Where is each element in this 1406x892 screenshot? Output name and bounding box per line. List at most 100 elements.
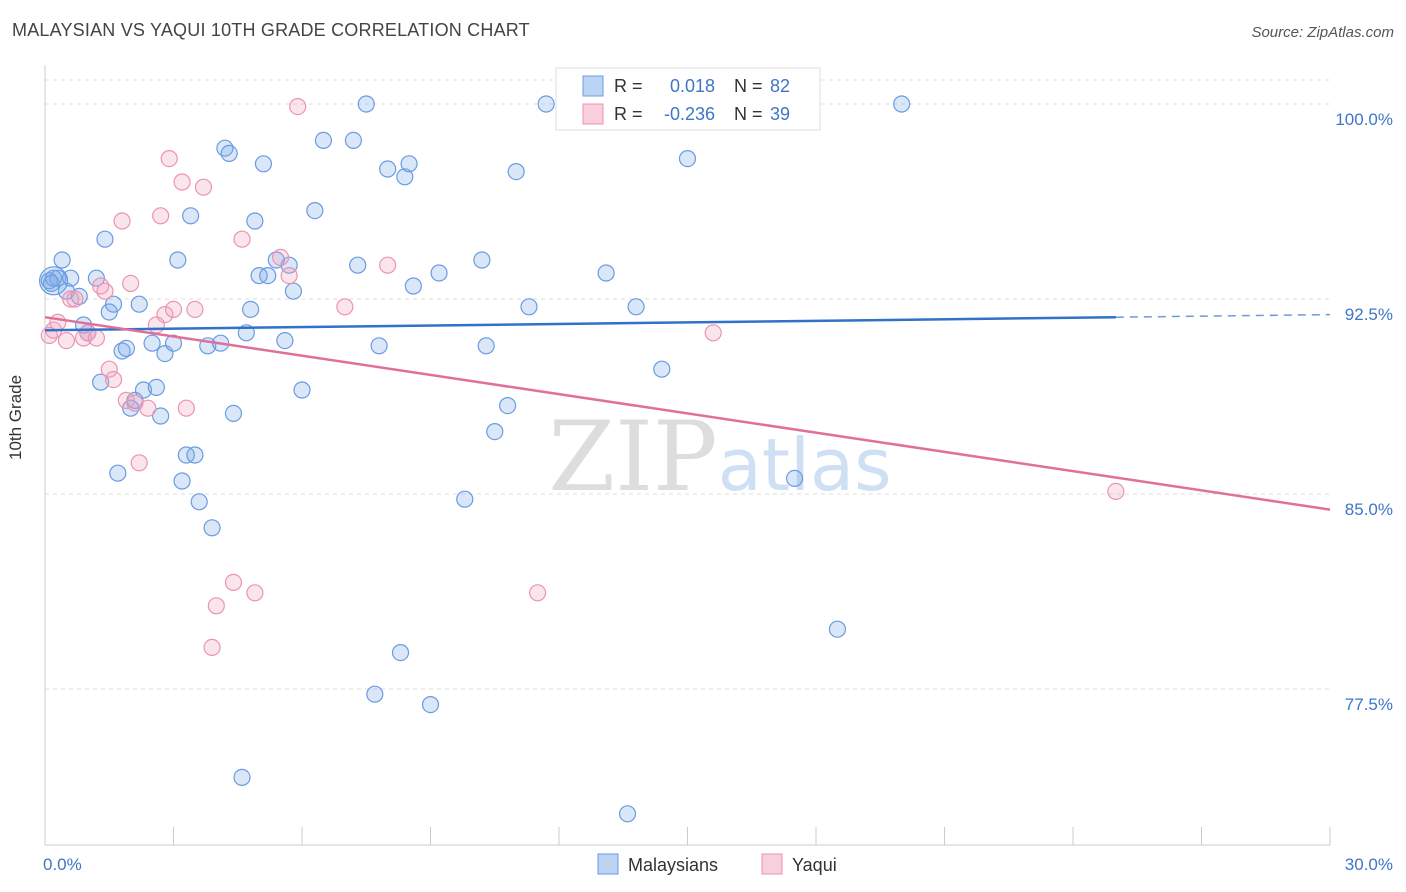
malaysians-point <box>293 381 311 399</box>
malaysians-point <box>53 251 71 269</box>
malaysians-point <box>314 131 333 149</box>
legend-malaysians-label: Malaysians <box>628 855 718 875</box>
malaysians-point <box>400 155 418 173</box>
yaqui-point <box>203 638 221 657</box>
malaysians-point <box>130 295 148 313</box>
malaysians-point <box>147 378 165 396</box>
yaqui-point <box>126 394 144 412</box>
yaqui-point <box>173 173 191 191</box>
n-value: 82 <box>770 76 790 96</box>
yaqui-point <box>177 399 195 417</box>
yaqui-point <box>164 300 183 318</box>
malaysians-trend-extension <box>1115 313 1331 318</box>
malaysians-point <box>152 407 170 425</box>
yaqui-point <box>49 313 67 331</box>
malaysians-point <box>379 160 397 178</box>
malaysians-point <box>254 155 273 173</box>
yaqui-point <box>336 298 354 316</box>
bottom-legend: Malaysians Yaqui <box>597 853 837 875</box>
yaqui-point <box>62 290 80 308</box>
yaqui-point <box>139 399 157 417</box>
malaysians-point <box>477 337 495 355</box>
yaqui-point <box>96 282 114 300</box>
stats-legend: R = 0.018 N = 82 R = -0.236 N = 39 <box>555 67 821 131</box>
n-label: N = <box>734 76 763 96</box>
malaysians-point <box>233 768 251 787</box>
x-tick-label: 0.0% <box>43 855 82 874</box>
malaysians-point <box>104 295 123 313</box>
yaqui-point <box>1107 482 1125 500</box>
yaqui-point <box>233 230 251 248</box>
malaysians-point <box>828 620 847 638</box>
malaysians-point <box>190 493 208 511</box>
malaysians-point <box>344 131 362 149</box>
malaysians-point <box>186 446 204 464</box>
yaqui-point <box>87 329 106 347</box>
chart-title: MALAYSIAN VS YAQUI 10TH GRADE CORRELATIO… <box>12 20 530 40</box>
malaysians-point <box>173 472 191 490</box>
yaqui-point <box>528 584 547 602</box>
malaysians-point <box>284 282 303 300</box>
malaysians-point <box>182 207 200 225</box>
malaysians-point <box>220 144 238 162</box>
malaysians-point <box>87 269 106 287</box>
yaqui-point <box>113 212 131 230</box>
malaysians-point <box>100 303 118 321</box>
yaqui-point <box>160 150 178 168</box>
malaysians-point <box>143 334 161 352</box>
malaysians-point <box>520 298 538 316</box>
yaqui-point <box>280 267 298 285</box>
malaysians-point <box>224 404 243 422</box>
yaqui-point <box>152 207 170 225</box>
malaysians-point <box>678 150 697 168</box>
malaysians-point <box>276 332 294 350</box>
source-label: Source: ZipAtlas.com <box>1251 24 1394 41</box>
yaqui-point <box>156 306 174 324</box>
malaysians-point <box>507 163 525 181</box>
yaqui-point <box>130 454 148 472</box>
malaysians-point <box>893 95 911 113</box>
malaysians-point <box>246 212 264 230</box>
malaysians-point <box>486 423 504 441</box>
malaysians-point <box>117 339 135 357</box>
malaysians-point <box>421 695 440 714</box>
y-tick-label: 77.5% <box>1345 695 1393 714</box>
yaqui-trend-line <box>44 315 1331 511</box>
malaysians-point <box>404 277 422 295</box>
n-value: 39 <box>770 104 790 124</box>
malaysians-point <box>391 643 410 662</box>
malaysians-point <box>473 251 491 269</box>
malaysians-trend-line <box>44 315 1116 332</box>
yaqui-point <box>224 573 243 592</box>
malaysians-point <box>430 264 448 282</box>
y-tick-label: 100.0% <box>1335 110 1393 129</box>
malaysians-point <box>366 685 384 703</box>
malaysians-point <box>306 202 324 220</box>
malaysians-point <box>38 266 69 296</box>
x-tick-label: 30.0% <box>1345 855 1393 874</box>
malaysians-point <box>627 298 645 316</box>
yaqui-point <box>104 371 123 389</box>
malaysians-point <box>203 519 221 537</box>
r-value: 0.018 <box>670 76 715 96</box>
malaysians-point <box>537 95 555 113</box>
malaysians-swatch <box>582 75 604 97</box>
malaysians-point <box>96 230 114 248</box>
r-label: R = <box>614 76 643 96</box>
yaqui-point <box>271 248 290 266</box>
malaysians-point <box>92 373 110 391</box>
yaqui-swatch <box>582 103 604 125</box>
r-label: R = <box>614 104 643 124</box>
malaysians-point <box>134 381 153 399</box>
malaysians-point <box>499 397 517 415</box>
yaqui-point <box>246 584 264 602</box>
yaqui-point <box>122 274 140 292</box>
yaqui-point <box>66 290 84 308</box>
malaysians-point <box>653 360 671 378</box>
yaqui-point <box>57 332 76 350</box>
malaysians-point <box>259 267 277 285</box>
yaqui-point <box>207 597 225 615</box>
y-tick-label: 92.5% <box>1345 305 1393 324</box>
malaysians-point <box>597 264 615 282</box>
malaysians-point <box>618 805 637 823</box>
